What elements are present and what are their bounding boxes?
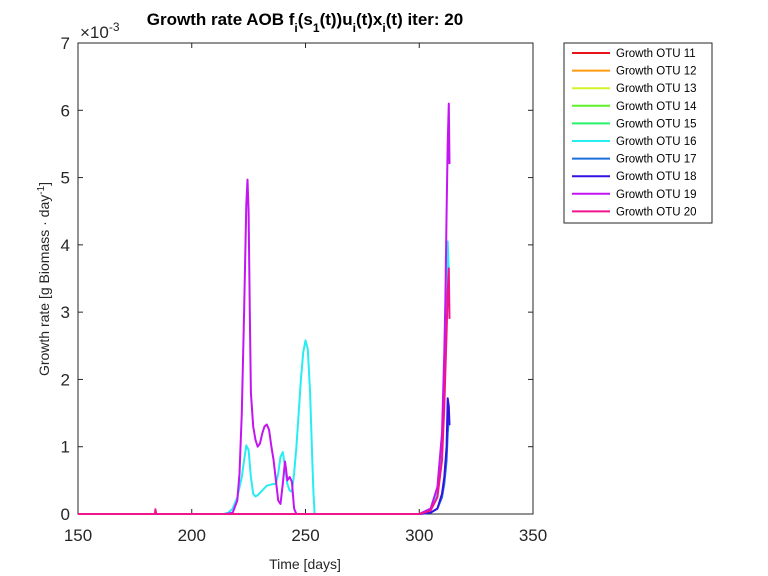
plot-area: 150 200 250 300 350 0 1 2 3 4 5 6 7	[61, 34, 548, 545]
x-axis-label: Time [days]	[269, 556, 341, 572]
series-line-10	[78, 267, 451, 515]
legend-entry: Growth OTU 12	[616, 66, 697, 78]
legend-entry: Growth OTU 14	[616, 101, 697, 113]
legend-entry: Growth OTU 16	[616, 136, 697, 148]
y-tick-label: 1	[61, 438, 70, 457]
y-tick-label: 6	[61, 101, 70, 120]
y-tick-label: 0	[61, 505, 70, 524]
y-tick-label: 2	[61, 370, 70, 389]
legend-entry: Growth OTU 17	[616, 154, 697, 166]
series-line-8	[78, 397, 451, 515]
axes-box	[77, 42, 534, 515]
x-tick-label: 300	[405, 526, 433, 545]
y-axis-label: Growth rate [g Biomass · day-1]	[36, 182, 53, 376]
y-axis-multiplier: ×10-3	[80, 20, 120, 42]
legend-entry: Growth OTU 20	[616, 206, 697, 218]
legend-entry: Growth OTU 15	[616, 118, 697, 130]
x-tick-label: 150	[64, 526, 92, 545]
legend-entry: Growth OTU 18	[616, 171, 697, 183]
x-tick-label: 200	[178, 526, 206, 545]
legend-entry: Growth OTU 11	[616, 48, 696, 60]
x-tick-label: 350	[519, 526, 547, 545]
y-tick-label: 5	[61, 169, 70, 188]
legend: Growth OTU 11 Growth OTU 12 Growth OTU 13 G…	[563, 42, 713, 224]
y-tick-label: 4	[61, 236, 70, 255]
legend-entry: Growth OTU 19	[616, 189, 697, 201]
y-tick-label: 3	[61, 303, 70, 322]
chart-title: Growth rate AOB fi(s1(t))ui(t)xi(t) iter…	[147, 10, 463, 35]
x-tick-label: 250	[291, 526, 319, 545]
series-line-9	[78, 102, 451, 515]
y-tick-label: 7	[61, 34, 70, 53]
y-multiplier-text: ×10-3	[80, 20, 120, 42]
legend-entry: Growth OTU 13	[616, 83, 697, 95]
